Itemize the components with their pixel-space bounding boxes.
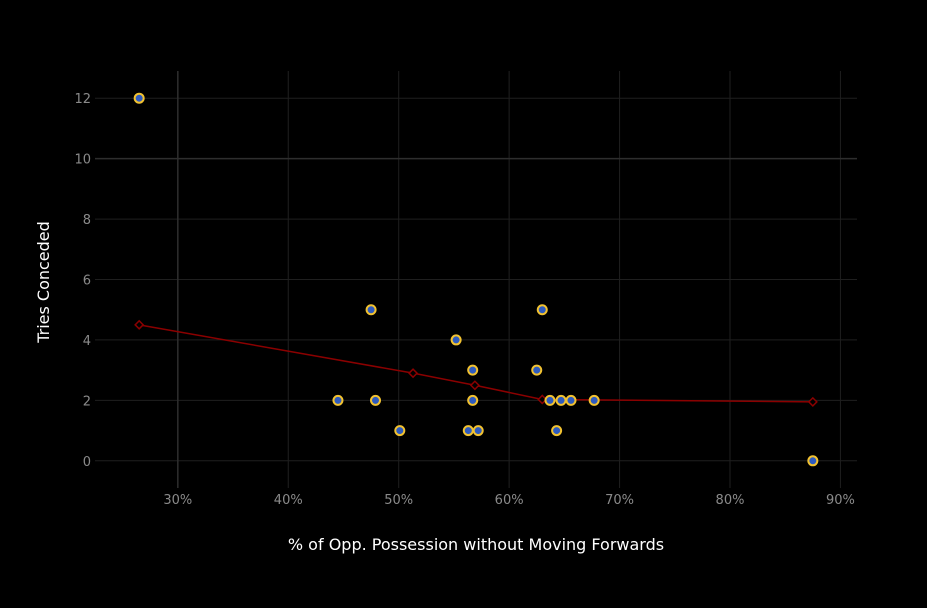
trend-marker xyxy=(537,394,548,405)
trend-marker xyxy=(407,368,419,379)
x-tick-label: 60% xyxy=(495,493,524,508)
y-axis-title: Tries Conceded xyxy=(34,221,53,344)
data-point xyxy=(450,334,462,346)
data-point xyxy=(370,394,382,406)
trend-marker xyxy=(469,380,480,391)
data-point xyxy=(536,304,548,316)
data-point xyxy=(472,425,484,437)
data-point xyxy=(555,394,567,406)
data-points xyxy=(133,92,819,467)
x-tick-label: 30% xyxy=(163,493,192,508)
trend-marker xyxy=(134,319,145,330)
data-point xyxy=(588,394,600,406)
x-tick-label: 90% xyxy=(826,493,855,508)
gridlines xyxy=(95,71,857,488)
x-tick-label: 80% xyxy=(716,493,745,508)
x-tick-label: 50% xyxy=(384,493,413,508)
data-point xyxy=(544,394,556,406)
x-tick-label: 40% xyxy=(274,493,303,508)
y-tick-label: 4 xyxy=(83,334,91,349)
trend-marker xyxy=(807,396,818,407)
data-point xyxy=(531,364,543,376)
y-tick-label: 12 xyxy=(74,92,91,107)
data-point xyxy=(332,394,344,406)
y-tick-label: 10 xyxy=(74,153,91,168)
trend-line-group xyxy=(134,319,818,407)
x-axis-title: % of Opp. Possession without Moving Forw… xyxy=(288,535,664,554)
data-point xyxy=(462,425,474,437)
data-point xyxy=(807,455,819,467)
tick-labels: 0 2 4 6 8 10 12 30% 40% 50% 60% 70% 80% 90% xyxy=(74,92,854,508)
x-tick-label: 70% xyxy=(605,493,634,508)
data-point xyxy=(467,364,479,376)
data-point xyxy=(365,304,377,316)
y-tick-label: 6 xyxy=(83,274,91,289)
data-point xyxy=(551,425,563,437)
data-point xyxy=(565,394,577,406)
data-point xyxy=(467,394,479,406)
y-tick-label: 0 xyxy=(83,455,91,470)
data-point xyxy=(133,92,145,104)
data-point xyxy=(394,425,406,437)
y-tick-label: 8 xyxy=(83,213,91,228)
y-tick-label: 2 xyxy=(83,394,91,409)
